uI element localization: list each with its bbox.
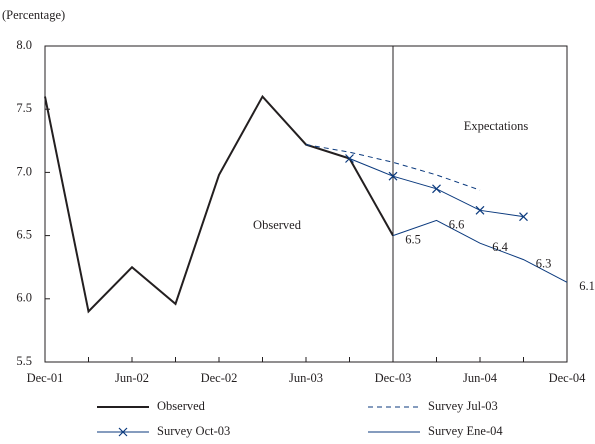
x-tick-label: Dec-04: [549, 371, 587, 385]
plot-frame: [44, 45, 568, 363]
y-axis-label: (Percentage): [2, 8, 65, 22]
x-tick-label: Dec-01: [27, 371, 64, 385]
marker: [475, 205, 485, 215]
x-tick-label: Jun-02: [115, 371, 149, 385]
x-tick-label: Dec-03: [375, 371, 412, 385]
series-line: [349, 158, 524, 218]
y-tick-label: 5.5: [16, 354, 32, 368]
value-label: 6.6: [449, 217, 465, 231]
legend-label: Survey Oct-03: [157, 424, 230, 438]
value-label: 6.5: [405, 232, 421, 246]
value-label: 6.1: [579, 279, 595, 293]
y-tick-label: 6.5: [16, 227, 32, 241]
series-line: [305, 144, 481, 191]
marker: [118, 427, 128, 437]
y-tick-label: 6.0: [16, 291, 32, 305]
y-tick-label: 7.0: [16, 164, 32, 178]
marker: [432, 184, 441, 194]
annotation: Observed: [253, 218, 302, 232]
x-tick-label: Jun-04: [463, 371, 498, 385]
value-label: 6.4: [492, 240, 508, 254]
legend-label: Observed: [157, 399, 206, 413]
marker: [388, 171, 398, 181]
marker: [345, 154, 354, 163]
marker: [519, 212, 528, 222]
value-label: 6.3: [536, 256, 552, 270]
legend-label: Survey Jul-03: [428, 399, 498, 413]
annotation: Expectations: [464, 119, 529, 133]
x-tick-label: Dec-02: [201, 371, 238, 385]
series-line: [44, 94, 394, 314]
x-tick-label: Jun-03: [289, 371, 323, 385]
series-line: [392, 219, 568, 283]
y-tick-label: 8.0: [16, 38, 32, 52]
y-tick-label: 7.5: [16, 101, 32, 115]
legend-label: Survey Ene-04: [428, 424, 503, 438]
